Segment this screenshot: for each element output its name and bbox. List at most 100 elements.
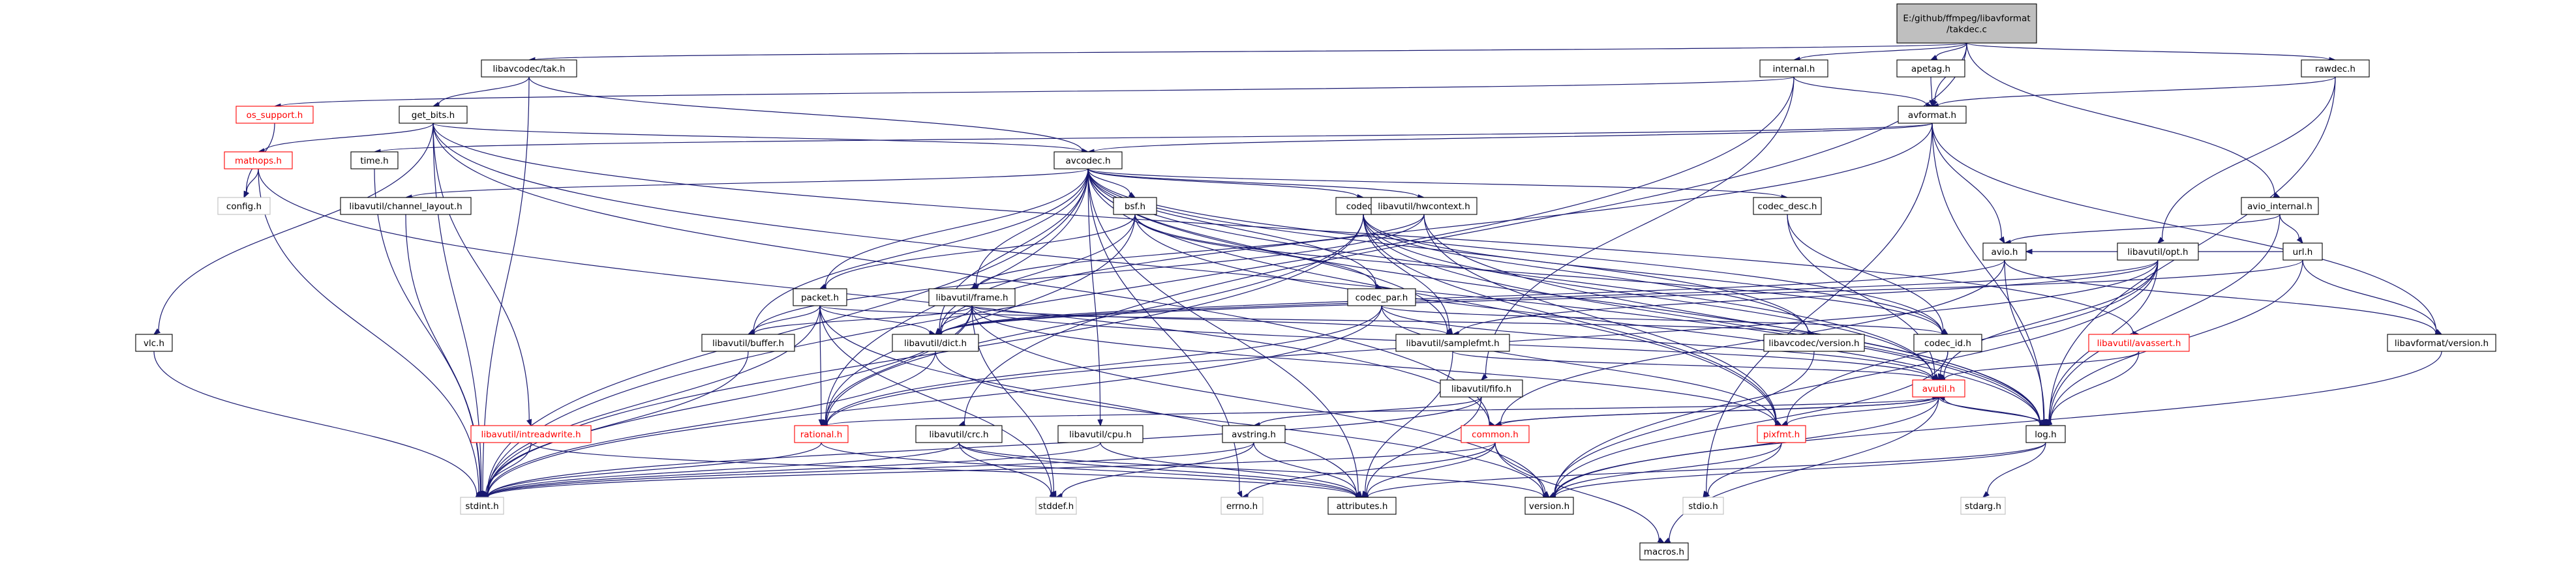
node-label: libavutil/cpu.h — [1069, 430, 1132, 440]
edge-log-to-attributes — [1361, 442, 2046, 500]
edge-crc-to-stddef — [958, 442, 1057, 498]
node-stddef: stddef.h — [1035, 497, 1077, 515]
edge-common-to-version — [1494, 442, 1550, 498]
node-rawdec[interactable]: rawdec.h — [2301, 59, 2370, 78]
node-codec-id[interactable]: codec_id.h — [1913, 334, 1982, 352]
node-time[interactable]: time.h — [350, 151, 399, 169]
node-label: stdint.h — [465, 501, 498, 512]
node-label: stdio.h — [1688, 501, 1718, 512]
node-rational[interactable]: rational.h — [794, 425, 849, 443]
node-version[interactable]: version.h — [1524, 497, 1574, 515]
node-avstring[interactable]: avstring.h — [1222, 425, 1286, 443]
edge-mathops-to-config — [243, 168, 259, 199]
node-avcodec[interactable]: avcodec.h — [1053, 151, 1123, 169]
node-apetag[interactable]: apetag.h — [1896, 59, 1965, 78]
node-cpu[interactable]: libavutil/cpu.h — [1057, 425, 1144, 443]
edge-root-to-avio_internal — [1966, 42, 2281, 198]
node-label: libavutil/hwcontext.h — [1378, 201, 1470, 212]
edge-avcodec-to-channel_layout — [404, 168, 1089, 200]
node-label: avcodec.h — [1065, 156, 1110, 166]
edge-cpu-to-attributes — [1100, 442, 1363, 499]
node-label: libavutil/buffer.h — [712, 338, 784, 349]
node-avio-internal[interactable]: avio_internal.h — [2241, 197, 2319, 215]
edge-avcodec-to-hwcontext — [1087, 168, 1425, 200]
edge-avcodec-to-dict — [935, 168, 1089, 336]
edge-log-to-stdarg — [1982, 442, 2046, 498]
edge-avcodec-to-cpu — [1087, 168, 1103, 427]
node-label: common.h — [1472, 430, 1519, 440]
edge-get_bits-to-vlc — [153, 123, 434, 335]
node-url[interactable]: url.h — [2282, 242, 2323, 261]
node-bsf[interactable]: bsf.h — [1113, 197, 1157, 215]
node-vlc[interactable]: vlc.h — [135, 334, 173, 352]
node-label: libavcodec/tak.h — [492, 64, 565, 74]
node-lavc-version[interactable]: libavcodec/version.h — [1763, 334, 1865, 352]
edge-root-to-tak — [528, 42, 1967, 63]
node-avassert[interactable]: libavutil/avassert.h — [2088, 334, 2190, 352]
node-buffer[interactable]: libavutil/buffer.h — [701, 334, 795, 352]
node-hwcontext[interactable]: libavutil/hwcontext.h — [1371, 197, 1477, 215]
node-label: bsf.h — [1125, 201, 1145, 212]
node-internal[interactable]: internal.h — [1759, 59, 1828, 78]
edge-internal-to-avformat — [1793, 76, 1933, 108]
node-label: libavutil/intreadwrite.h — [481, 430, 581, 440]
node-root[interactable]: E:/github/ffmpeg/libavformat/takdec.c — [1896, 3, 2037, 44]
node-label: codec_id.h — [1924, 338, 1971, 349]
node-avio[interactable]: avio.h — [1982, 242, 2027, 261]
edge-rawdec-to-opt — [2157, 76, 2336, 244]
node-crc[interactable]: libavutil/crc.h — [915, 425, 1003, 443]
node-pixfmt[interactable]: pixfmt.h — [1757, 425, 1806, 443]
edge-layer — [153, 42, 2443, 544]
node-log[interactable]: log.h — [2025, 425, 2066, 443]
node-errno: errno.h — [1220, 497, 1264, 515]
node-label: mathops.h — [235, 156, 282, 166]
node-label: packet.h — [801, 293, 839, 303]
node-mathops[interactable]: mathops.h — [224, 151, 293, 169]
node-label: rawdec.h — [2315, 64, 2356, 74]
node-tak[interactable]: libavcodec/tak.h — [481, 59, 577, 78]
edge-get_bits-to-intreadwrite — [432, 123, 532, 427]
node-macros[interactable]: macros.h — [1639, 542, 1689, 561]
node-label: apetag.h — [1911, 64, 1950, 74]
node-label: attributes.h — [1337, 501, 1388, 512]
node-label: time.h — [360, 156, 388, 166]
node-label: macros.h — [1644, 547, 1684, 557]
node-get-bits[interactable]: get_bits.h — [399, 106, 468, 124]
node-avutil[interactable]: avutil.h — [1912, 379, 1965, 398]
edge-crc-to-stdint — [481, 442, 960, 500]
edge-codec-to-stdint — [481, 214, 1364, 499]
node-avformat[interactable]: avformat.h — [1898, 106, 1967, 124]
node-attributes[interactable]: attributes.h — [1327, 497, 1397, 515]
node-config: config.h — [217, 197, 271, 215]
node-label: libavutil/crc.h — [929, 430, 988, 440]
node-packet[interactable]: packet.h — [793, 288, 847, 306]
node-os-support[interactable]: os_support.h — [235, 106, 314, 124]
node-codec-par[interactable]: codec_par.h — [1347, 288, 1416, 306]
edge-log-to-version — [1548, 442, 2046, 500]
node-codec-desc[interactable]: codec_desc.h — [1753, 197, 1822, 215]
node-label: version.h — [1529, 501, 1569, 512]
edge-common-to-macros — [1494, 442, 1665, 544]
node-label: avio.h — [1992, 247, 2018, 257]
node-opt[interactable]: libavutil/opt.h — [2117, 242, 2199, 261]
node-samplefmt[interactable]: libavutil/samplefmt.h — [1395, 334, 1510, 352]
node-label: errno.h — [1226, 501, 1258, 512]
node-layer: E:/github/ffmpeg/libavformat/takdec.c lib… — [135, 3, 2496, 561]
node-label: libavutil/samplefmt.h — [1406, 338, 1499, 349]
node-label: avstring.h — [1232, 430, 1276, 440]
node-common[interactable]: common.h — [1461, 425, 1530, 443]
node-dict[interactable]: libavutil/dict.h — [892, 334, 979, 352]
node-label: avio_internal.h — [2247, 201, 2312, 212]
edge-time-to-stdint — [374, 168, 483, 499]
node-channel-layout[interactable]: libavutil/channel_layout.h — [340, 197, 472, 215]
edge-codec_par-to-pixfmt — [1381, 305, 1783, 427]
node-fifo[interactable]: libavutil/fifo.h — [1440, 379, 1523, 398]
edge-pixfmt-to-version — [1548, 442, 1782, 499]
node-label: vlc.h — [144, 338, 164, 349]
node-stdarg: stdarg.h — [1960, 497, 2006, 515]
node-frame[interactable]: libavutil/frame.h — [928, 288, 1016, 306]
edge-avcodec-to-frame — [971, 168, 1089, 289]
node-label: codec_par.h — [1356, 293, 1408, 303]
node-intreadwrite[interactable]: libavutil/intreadwrite.h — [470, 425, 592, 443]
node-lavf-version[interactable]: libavformat/version.h — [2387, 334, 2496, 352]
